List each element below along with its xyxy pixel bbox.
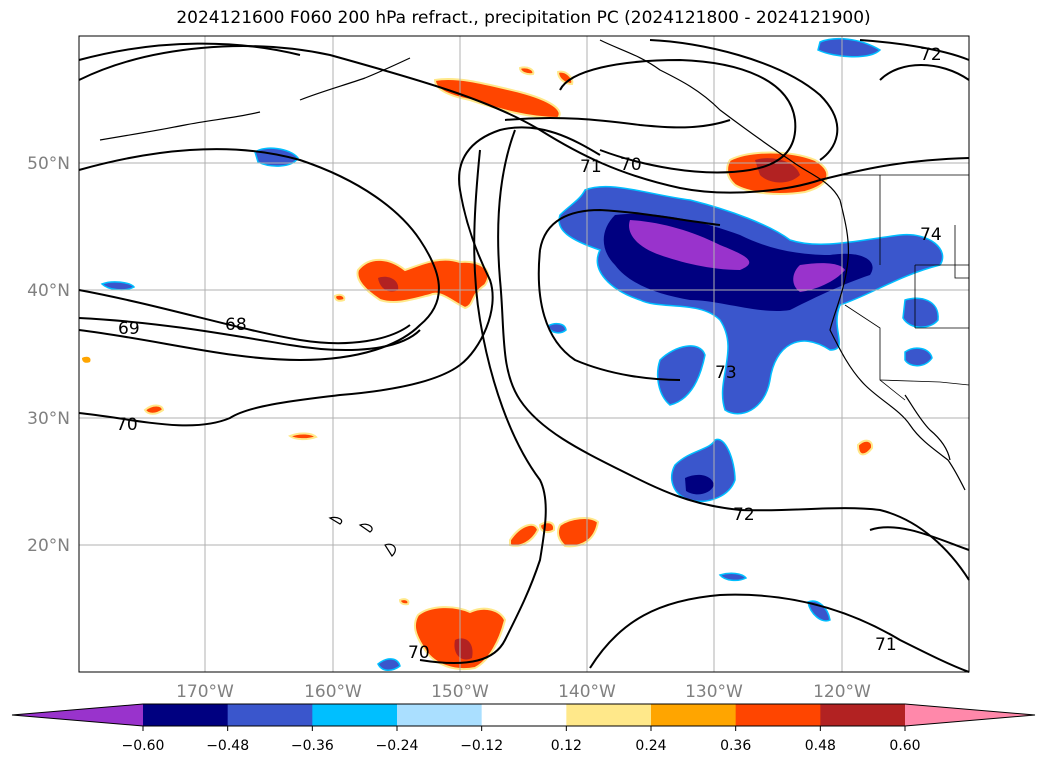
contour-label: 68 bbox=[225, 315, 247, 335]
colorbar-segment bbox=[227, 704, 313, 726]
colorbar-tick-label: −0.36 bbox=[291, 738, 334, 754]
colorbar-tick-label: −0.24 bbox=[376, 738, 419, 754]
colorbar-tick-label: 0.60 bbox=[889, 738, 920, 754]
colorbar-tick-label: −0.60 bbox=[122, 738, 165, 754]
colorbar-extend-high bbox=[905, 704, 1035, 726]
colorbar-segment bbox=[735, 704, 821, 726]
lon-label: 150°W bbox=[431, 682, 489, 702]
coastlines bbox=[99, 39, 966, 557]
colorbar-tick-label: 0.24 bbox=[635, 738, 666, 754]
colorbar-tick-label: 0.48 bbox=[805, 738, 836, 754]
contour-label: 71 bbox=[875, 635, 897, 655]
negative-precip-areas bbox=[100, 37, 944, 671]
lon-label: 140°W bbox=[558, 682, 616, 702]
colorbar-tick-label: −0.12 bbox=[460, 738, 503, 754]
lat-label: 40°N bbox=[27, 281, 70, 301]
contour-label: 73 bbox=[715, 363, 737, 383]
colorbar-extend-low bbox=[12, 704, 143, 726]
colorbar-segment bbox=[820, 704, 906, 726]
map-title: 2024121600 F060 200 hPa refract., precip… bbox=[176, 8, 871, 28]
colorbar-segment bbox=[312, 704, 398, 726]
colorbar-segment bbox=[651, 704, 737, 726]
lon-labels: 170°W 160°W 150°W 140°W 130°W 120°W bbox=[176, 682, 871, 702]
political-borders bbox=[838, 174, 970, 401]
contour-labels: 72 70 71 74 69 68 73 70 72 70 71 bbox=[116, 45, 942, 663]
map-frame-bg bbox=[79, 36, 969, 672]
colorbar-segment bbox=[481, 704, 567, 726]
colorbar-tick-label: 0.36 bbox=[720, 738, 751, 754]
lat-label: 50°N bbox=[27, 154, 70, 174]
contour-label: 72 bbox=[733, 505, 755, 525]
colorbar-segment bbox=[397, 704, 483, 726]
contour-label: 70 bbox=[408, 643, 430, 663]
contour-label: 72 bbox=[920, 45, 942, 65]
colorbar-tick-label: −0.48 bbox=[206, 738, 249, 754]
contour-label: 70 bbox=[116, 415, 138, 435]
lat-label: 30°N bbox=[27, 409, 70, 429]
lon-label: 160°W bbox=[304, 682, 362, 702]
map-frame bbox=[78, 35, 970, 673]
contour-label: 70 bbox=[620, 155, 642, 175]
lat-label: 20°N bbox=[27, 536, 70, 556]
colorbar-segment bbox=[566, 704, 652, 726]
lat-labels: 50°N 40°N 30°N 20°N bbox=[27, 154, 70, 556]
contour-label: 74 bbox=[920, 225, 942, 245]
refractivity-contours bbox=[78, 39, 970, 673]
colorbar: −0.60 −0.48 −0.36 −0.24 −0.12 0.12 0.24 0.36 0.4… bbox=[11, 703, 1036, 754]
contour-label: 71 bbox=[580, 157, 602, 177]
colorbar-segment bbox=[143, 704, 229, 726]
lon-label: 170°W bbox=[176, 682, 234, 702]
lon-label: 120°W bbox=[813, 682, 871, 702]
colorbar-tick-label: 0.12 bbox=[551, 738, 582, 754]
lon-label: 130°W bbox=[685, 682, 743, 702]
gridlines bbox=[79, 36, 969, 672]
contour-label: 69 bbox=[118, 319, 140, 339]
